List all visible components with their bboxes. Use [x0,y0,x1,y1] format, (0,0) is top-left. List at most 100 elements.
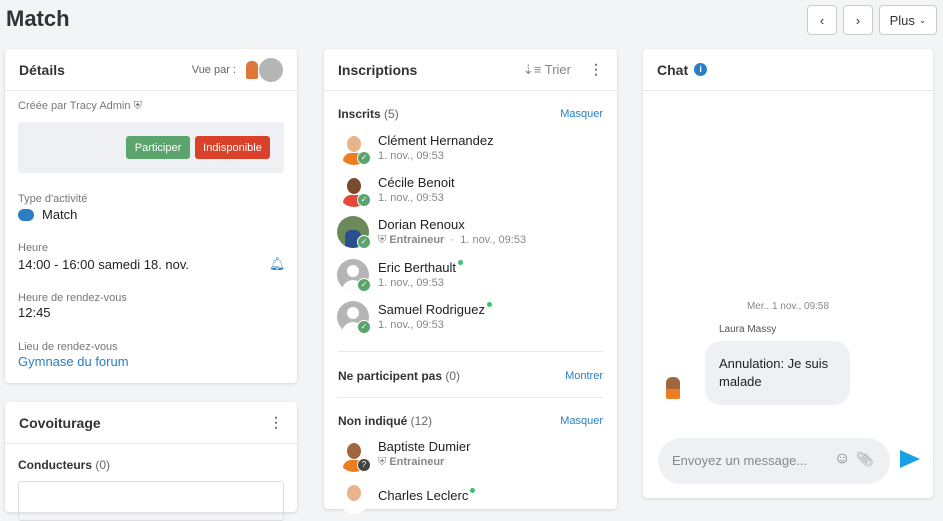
member-date: 1. nov., 09:53 [378,277,444,289]
unknown-label: Non indiqué [338,414,408,428]
type-text: Match [42,207,78,222]
member-date: 1. nov., 09:53 [378,150,444,162]
member-meta: ⛨ Entraineur [378,456,444,469]
check-icon: ✓ [357,320,371,334]
drivers-label: Conducteurs [18,458,93,472]
next-button[interactable]: › [843,5,873,35]
member-name: Cécile Benoit [378,175,455,190]
carpool-title: Covoiturage [19,414,101,431]
message-author: Laura Massy [719,324,777,335]
online-indicator [486,302,492,307]
unknown-count: (12) [410,414,433,428]
participate-button[interactable]: Participer [126,136,190,159]
check-icon: ✓ [357,278,371,292]
shield-icon: ⛨ [378,456,387,468]
member-date: 1. nov., 09:53 [378,319,444,331]
registered-count: (5) [384,107,399,121]
avatar [338,440,370,472]
place-link[interactable]: Gymnase du forum [18,354,129,369]
inscriptions-header: Inscriptions ⇣≡ Trier ⋮ [324,49,617,91]
paperclip-icon[interactable]: 📎︎ [856,451,874,467]
divider [338,351,603,352]
meet-value: 12:45 [18,305,51,320]
message-placeholder: Envoyez un message... [672,453,808,468]
unavailable-button[interactable]: Indisponible [195,136,270,159]
more-button[interactable]: Plus ⌄ [879,5,937,35]
chat-header: Chat i [643,49,933,91]
sort-label: Trier [544,61,571,77]
member-date: 1. nov., 09:53 [378,192,444,204]
member-name-text: Eric Berthault [378,260,457,275]
viewer-avatar[interactable] [246,60,258,79]
drivers-box [18,481,284,521]
chat-title: Chat [657,61,689,78]
message-bubble: Annulation: Je suis malade [705,341,850,405]
registered-heading: Inscrits (5) [338,107,399,121]
online-indicator [470,488,476,493]
question-icon: ? [357,458,371,472]
details-card: Détails Vue par : Créée par Tracy Admin … [5,49,297,383]
type-label: Type d'activité [18,193,88,205]
member-name: Clément Hernandez [378,133,494,148]
seen-by-label: Vue par : [191,63,236,76]
drivers-heading: Conducteurs (0) [18,458,110,472]
not-participating-count: (0) [445,369,461,383]
hide-registered-link[interactable]: Masquer [560,108,603,120]
member-name-text: Samuel Rodriguez [378,302,485,317]
place-label: Lieu de rendez-vous [18,341,118,353]
shield-icon: ⛨ [133,100,142,112]
time-label: Heure [18,242,48,254]
drivers-count: (0) [95,458,111,472]
page-title: Match [6,6,70,31]
online-indicator [458,260,464,265]
check-icon: ✓ [357,151,371,165]
chevron-down-icon: ⌄ [918,14,927,25]
member-name: Samuel Rodriguez [378,302,492,317]
chat-card: Chat i Mer.. 1 nov., 09:58 Laura Massy An… [643,49,933,498]
hide-unknown-link[interactable]: Masquer [560,415,603,427]
chat-date: Mer.. 1 nov., 09:58 [746,301,830,312]
time-value: 14:00 - 16:00 samedi 18. nov. [18,257,190,272]
divider [338,397,603,398]
shield-icon: ⛨ [378,234,387,246]
kebab-menu-icon[interactable]: ⋮ [269,414,283,430]
kebab-menu-icon[interactable]: ⋮ [589,61,603,77]
member-date: 1. nov., 09:53 [460,234,527,246]
details-title: Détails [19,61,65,78]
send-icon[interactable] [900,450,920,468]
prev-button[interactable]: ‹ [807,5,837,35]
member-name: Charles Leclerc [378,488,476,503]
avatar [338,482,370,514]
sort-icon: ⇣≡ [522,61,542,77]
avatar [338,175,370,207]
unknown-heading: Non indiqué (12) [338,414,432,428]
member-name-text: Charles Leclerc [378,488,469,503]
info-icon[interactable]: i [694,63,708,76]
not-participating-heading: Ne participent pas (0) [338,369,460,383]
carpool-header: Covoiturage ⋮ [5,402,297,444]
type-value: Match [18,207,77,222]
sort-button[interactable]: ⇣≡ Trier [523,62,571,78]
avatar-placeholder [337,259,369,291]
carpool-card: Covoiturage ⋮ Conducteurs (0) [5,402,297,521]
not-participating-label: Ne participent pas [338,369,443,383]
type-color-dot [18,208,34,221]
meet-label: Heure de rendez-vous [18,292,127,304]
inscriptions-title: Inscriptions [338,61,418,78]
rsvp-box: Participer Indisponible [18,122,284,173]
inscriptions-card: Inscriptions ⇣≡ Trier ⋮ Inscrits (5) Mas… [324,49,617,514]
member-meta: ⛨ Entraineur · 1. nov., 09:53 [378,234,527,246]
member-name: Dorian Renoux [378,217,465,232]
registered-label: Inscrits [338,107,381,121]
bell-icon[interactable]: 🔔︎ [269,256,286,271]
check-icon: ✓ [357,235,371,249]
more-label: Plus [889,12,915,28]
member-name: Baptiste Dumier [378,439,471,454]
message-input[interactable]: Envoyez un message... ☺ 📎︎ [658,438,890,484]
emoji-icon[interactable]: ☺ [834,450,851,467]
member-role: Entraineur [389,456,445,468]
member-name: Eric Berthault [378,260,464,275]
viewer-avatar[interactable] [259,57,283,82]
show-not-participating-link[interactable]: Montrer [565,370,603,382]
details-header: Détails Vue par : [5,49,297,91]
